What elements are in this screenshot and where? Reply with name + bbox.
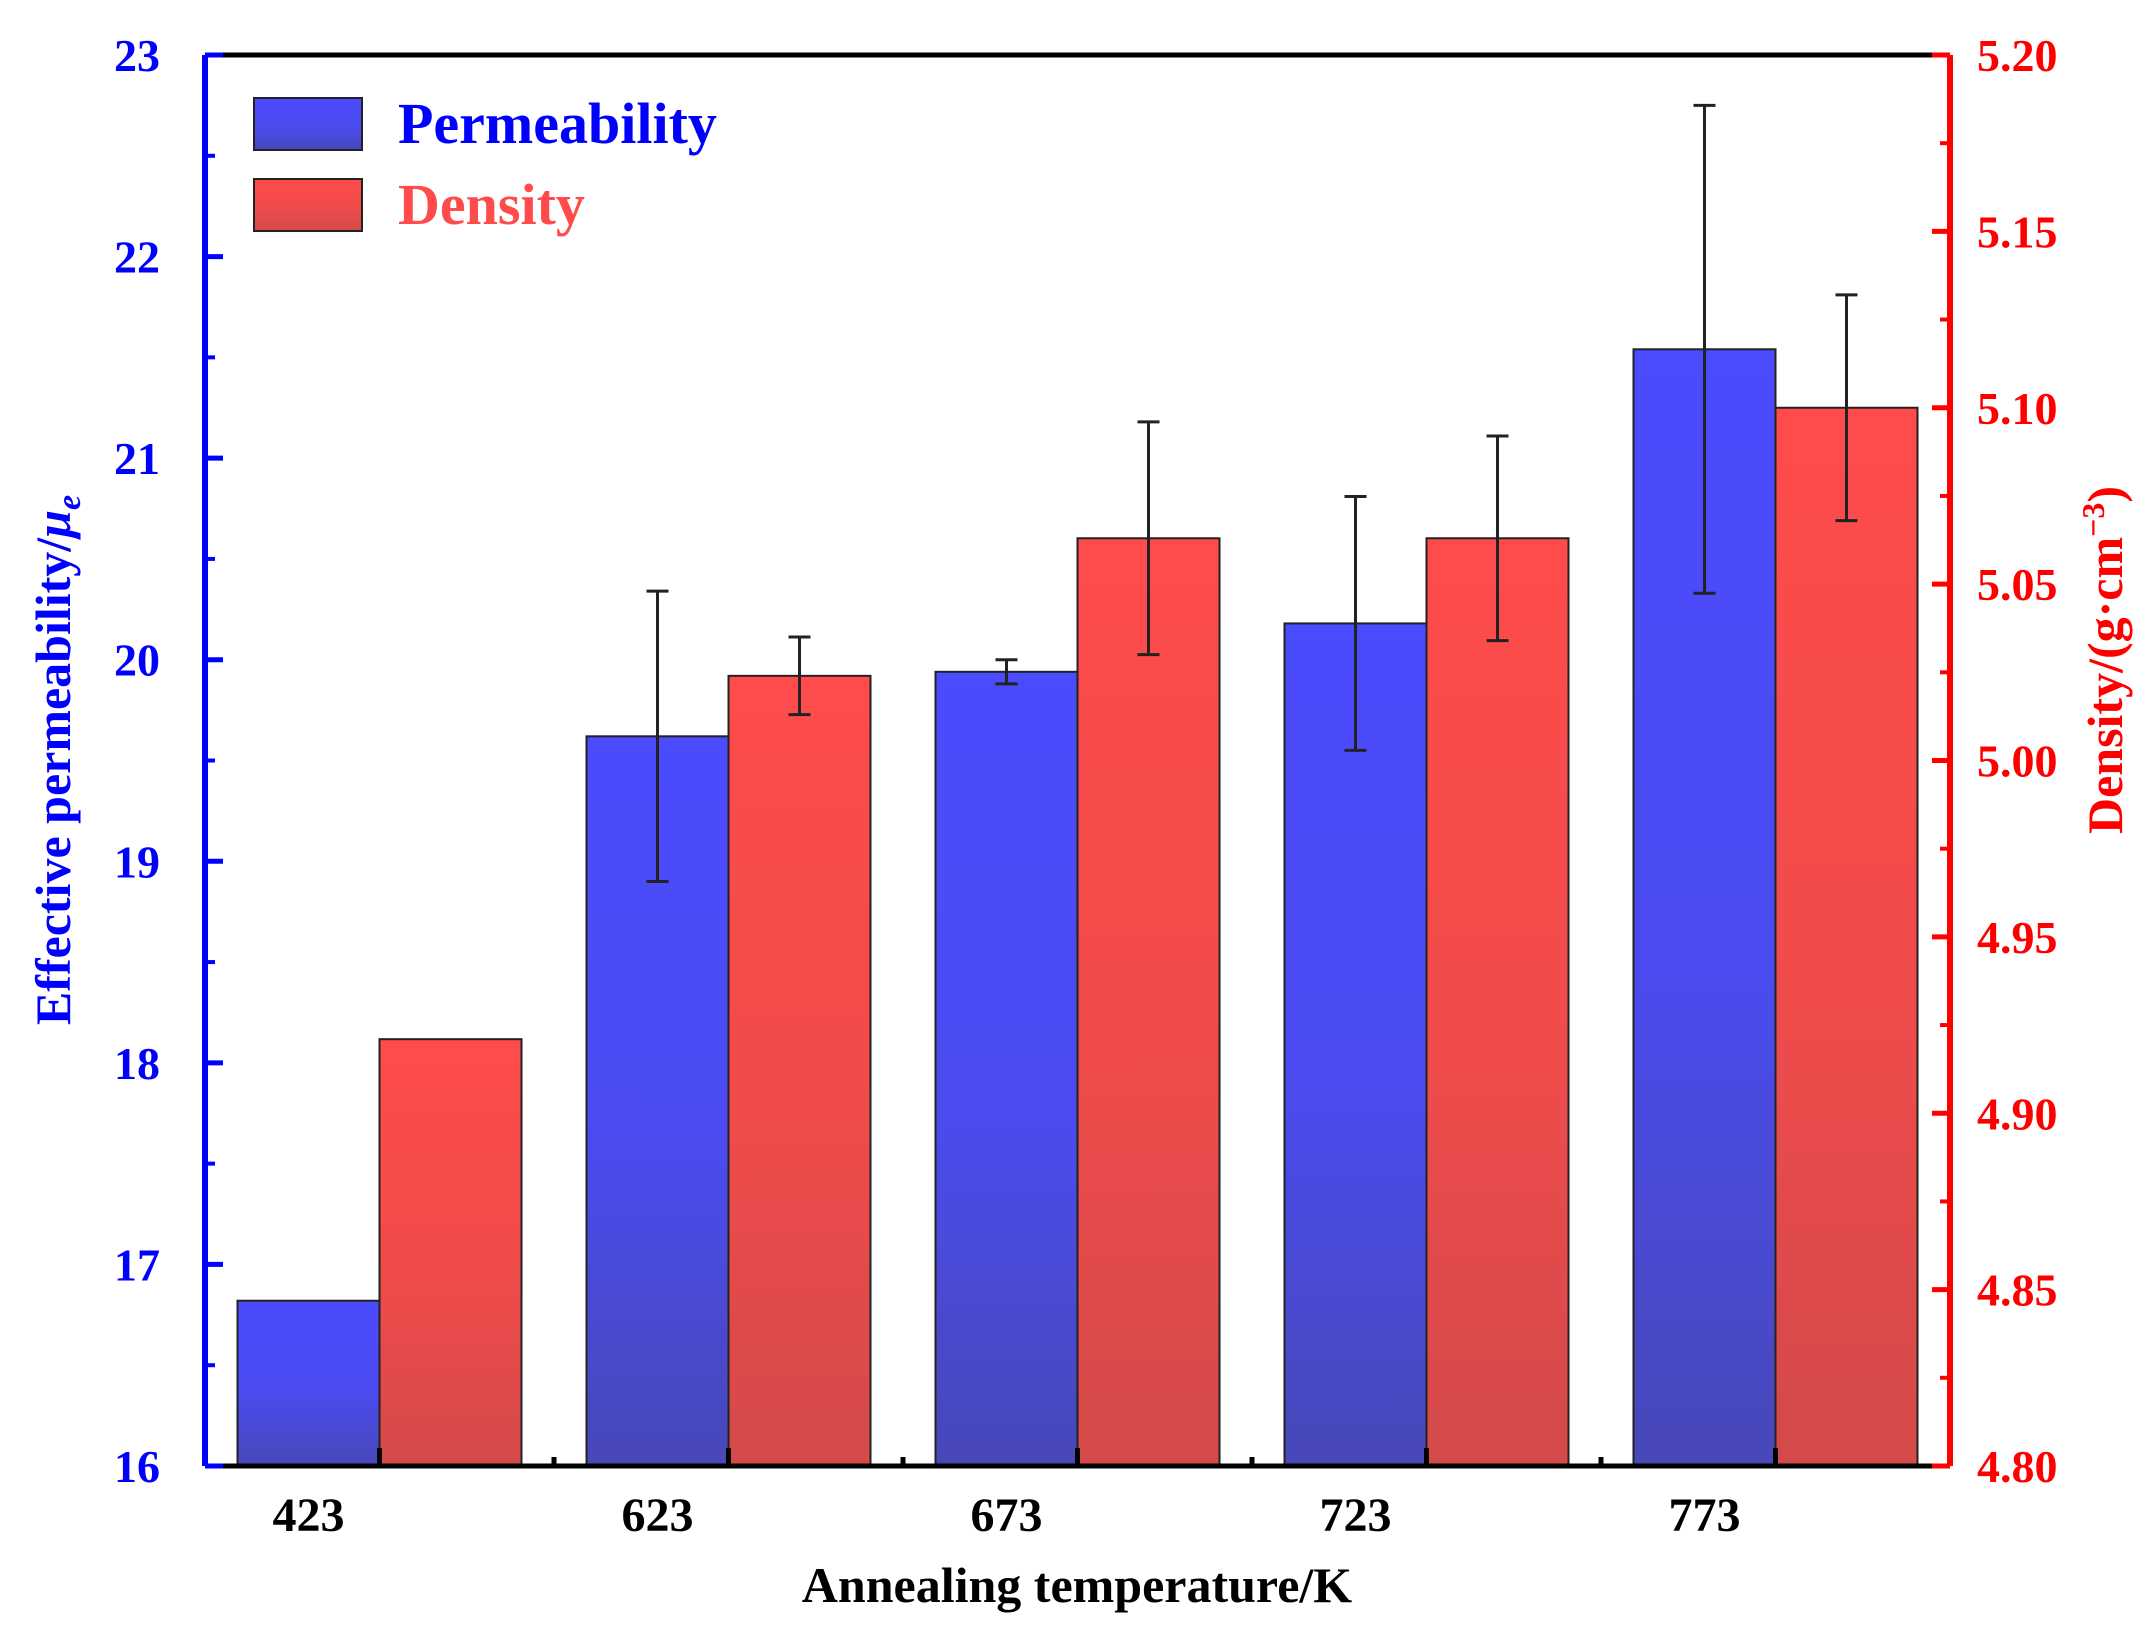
legend-swatch-density <box>253 178 363 232</box>
left-tick-label: 16 <box>114 1441 160 1492</box>
left-tick-label: 17 <box>114 1239 160 1290</box>
left-tick-label: 21 <box>114 433 160 484</box>
legend-label-density: Density <box>398 172 585 237</box>
left-tick-label: 18 <box>114 1038 160 1089</box>
left-axis-title-text: Effective permeability/ <box>25 537 81 1025</box>
error-bars-layer <box>646 103 1858 883</box>
left-axis-title-subscript: e <box>51 495 88 510</box>
right-axis-title-superscript: −3 <box>2075 503 2111 537</box>
error-bar-permeability-773 <box>1693 103 1716 595</box>
right-tick-label: 5.00 <box>1977 736 2058 787</box>
right-tick-label: 5.20 <box>1977 30 2058 81</box>
right-tick-label: 5.10 <box>1977 383 2058 434</box>
right-axis-title: Density/(g·cm−3) <box>2075 486 2133 834</box>
x-tick-label: 673 <box>971 1489 1043 1542</box>
bar-permeability-423 <box>236 1299 381 1467</box>
right-axis-title-close: ) <box>2077 486 2133 503</box>
right-tick-label: 4.95 <box>1977 912 2058 963</box>
right-axis-title-text: Density/(g·cm <box>2077 537 2133 834</box>
x-tick-label: 773 <box>1669 1489 1741 1542</box>
error-bar-density-673 <box>1137 420 1160 657</box>
right-tick-label: 4.80 <box>1977 1441 2058 1492</box>
bar-density-723 <box>1425 537 1570 1467</box>
left-tick-label: 19 <box>114 836 160 887</box>
right-tick-label: 4.90 <box>1977 1088 2058 1139</box>
ticks-layer: 423 623 673 723 773 16 17 18 19 20 21 22 23 4.80 4.85 4… <box>114 30 2058 1542</box>
x-axis-title: Annealing temperature/K <box>802 1557 1353 1613</box>
bar-permeability-723 <box>1283 622 1428 1467</box>
left-tick-label: 22 <box>114 232 160 283</box>
error-bar-density-773 <box>1835 293 1858 523</box>
error-bar-permeability-723 <box>1344 494 1367 752</box>
right-tick-label: 4.85 <box>1977 1265 2058 1316</box>
legend: Permeability Density <box>253 91 717 237</box>
left-axis-title-symbol: μ <box>25 510 81 541</box>
error-bar-permeability-623 <box>646 589 669 883</box>
bar-density-773 <box>1774 406 1919 1467</box>
legend-swatch-permeability <box>253 97 363 151</box>
left-tick-label: 20 <box>114 635 160 686</box>
bar-density-673 <box>1076 537 1221 1467</box>
right-tick-label: 5.15 <box>1977 206 2058 257</box>
bar-density-623 <box>727 674 872 1467</box>
right-tick-label: 5.05 <box>1977 559 2058 610</box>
bar-permeability-673 <box>934 670 1079 1467</box>
x-tick-label: 423 <box>273 1489 345 1542</box>
bar-density-423 <box>378 1038 523 1467</box>
x-tick-label: 623 <box>622 1489 694 1542</box>
error-bar-density-723 <box>1486 434 1509 643</box>
bars-layer <box>236 348 1919 1467</box>
left-axis-title: Effective permeability/μe <box>25 495 88 1025</box>
x-tick-label: 723 <box>1320 1489 1392 1542</box>
error-bar-permeability-673 <box>995 658 1018 686</box>
error-bar-density-623 <box>788 635 811 717</box>
left-tick-label: 23 <box>114 30 160 81</box>
legend-label-permeability: Permeability <box>398 91 717 156</box>
